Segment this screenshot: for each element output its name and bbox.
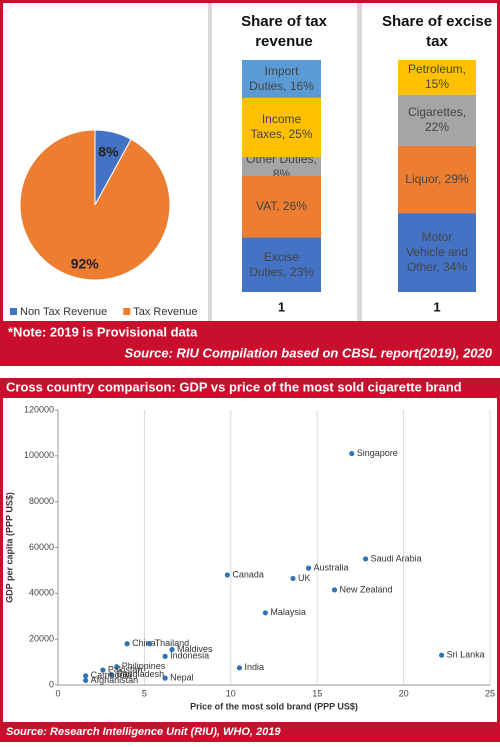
point bbox=[162, 675, 168, 681]
point bbox=[262, 610, 268, 616]
y-tick-label: 0 bbox=[49, 679, 54, 689]
source: Source: RIU Compilation based on CBSL re… bbox=[125, 345, 493, 360]
x-tick-label: 15 bbox=[312, 688, 322, 698]
bar-segment bbox=[242, 157, 321, 176]
legend-swatch bbox=[123, 308, 131, 315]
scatter-source: Source: Research Intelligence Unit (RIU)… bbox=[6, 726, 281, 738]
point bbox=[100, 667, 106, 673]
bar-segment bbox=[242, 176, 321, 238]
point-label: Malaysia bbox=[270, 607, 306, 617]
point bbox=[114, 664, 120, 670]
y-tick-label: 80000 bbox=[29, 496, 54, 506]
scatter-title: Cross country comparison: GDP vs price o… bbox=[6, 379, 462, 394]
point bbox=[290, 575, 296, 582]
y-tick-label: 40000 bbox=[29, 588, 54, 598]
point bbox=[331, 587, 338, 593]
segment-label-box: VAT, 26% bbox=[256, 199, 307, 214]
point-label: Thailand bbox=[155, 638, 190, 648]
pie-slice bbox=[19, 129, 171, 281]
point-label: India bbox=[244, 662, 264, 672]
segment-label-box: Motor Vehicle and Other, 34% bbox=[405, 230, 469, 275]
point bbox=[83, 673, 89, 679]
point-label: Sri Lanka bbox=[447, 650, 485, 660]
segment-label: Liquor, 29% bbox=[405, 171, 469, 186]
x-axis-label: Price of the most sold brand (PPP US$) bbox=[190, 701, 358, 711]
y-tick-label: 120000 bbox=[24, 404, 54, 414]
bar-segment bbox=[398, 145, 476, 214]
bar-segment bbox=[398, 213, 476, 292]
point-label: Singapore bbox=[357, 448, 398, 458]
point-label: Pakistan bbox=[108, 664, 143, 674]
point-label: UK bbox=[298, 573, 311, 583]
point bbox=[362, 556, 369, 562]
segment-label-box: Petroleum, 15% bbox=[407, 62, 467, 92]
point bbox=[162, 653, 168, 659]
point bbox=[169, 646, 175, 653]
chart-title: Share of tax revenue bbox=[241, 13, 328, 50]
slice-label: 8% bbox=[98, 143, 119, 159]
y-tick-label: 100000 bbox=[24, 450, 54, 460]
bar-segment bbox=[398, 94, 476, 146]
point-label: Australia bbox=[314, 563, 349, 573]
segment-label-box: Cigarettes, 22% bbox=[407, 105, 467, 135]
point bbox=[439, 652, 445, 658]
x-tick-label: 25 bbox=[485, 688, 495, 698]
x-tick-label: 5 bbox=[142, 688, 147, 698]
point bbox=[124, 641, 130, 647]
note: *Note: 2019 is Provisional data bbox=[8, 324, 198, 339]
segment-label: Cigarettes, 22% bbox=[407, 105, 467, 135]
point bbox=[349, 450, 355, 457]
segment-label: Motor Vehicle and Other, 34% bbox=[405, 230, 469, 275]
segment-label: Other Duties, 8% bbox=[246, 157, 317, 176]
point bbox=[305, 565, 312, 571]
point-label: Nepal bbox=[170, 673, 194, 683]
category-label: 1 bbox=[433, 299, 440, 314]
bar-segment bbox=[242, 97, 321, 158]
point-label: Philippines bbox=[122, 661, 166, 671]
segment-label-box: Liquor, 29% bbox=[405, 171, 469, 186]
bar-segment bbox=[242, 237, 321, 292]
chart-title: Share of excise tax bbox=[382, 13, 492, 50]
segment-label: Income Taxes, 25% bbox=[250, 112, 313, 142]
point-label: Maldives bbox=[177, 644, 213, 654]
segment-label-box: Income Taxes, 25% bbox=[250, 112, 313, 142]
point bbox=[236, 665, 243, 671]
x-tick-label: 0 bbox=[55, 688, 60, 698]
segment-label: Excise Duties, 23% bbox=[249, 249, 314, 279]
point bbox=[146, 641, 153, 647]
bar-segment bbox=[242, 60, 321, 98]
point-label: Cambodia bbox=[91, 670, 132, 680]
point bbox=[83, 677, 89, 684]
segment-label: VAT, 26% bbox=[256, 199, 307, 214]
point bbox=[108, 672, 115, 678]
legend-label: Tax Revenue bbox=[133, 306, 197, 318]
x-tick-label: 10 bbox=[226, 688, 236, 698]
slice-label: 92% bbox=[71, 256, 100, 272]
segment-label-box: Import Duties, 16% bbox=[249, 63, 314, 93]
legend-swatch bbox=[10, 308, 17, 315]
plot-panel bbox=[3, 398, 497, 722]
y-tick-label: 60000 bbox=[29, 542, 54, 552]
segment-label: Import Duties, 16% bbox=[249, 63, 314, 93]
legend-label: Non Tax Revenue bbox=[20, 306, 107, 318]
x-tick-label: 20 bbox=[399, 688, 409, 698]
point-label: Saudi Arabia bbox=[371, 553, 422, 563]
category-label: 1 bbox=[278, 299, 285, 314]
point-label: Canada bbox=[232, 569, 264, 579]
segment-label: Petroleum, 15% bbox=[407, 62, 467, 92]
segment-label-box: Excise Duties, 23% bbox=[249, 249, 314, 279]
point-label: Afghanistan bbox=[91, 675, 139, 685]
point bbox=[224, 572, 230, 578]
point-label: New Zealand bbox=[339, 584, 392, 594]
segment-label-box: Other Duties, 8% bbox=[246, 157, 317, 176]
point-label: China bbox=[132, 638, 156, 648]
point-label: Bangladesh bbox=[117, 669, 165, 679]
bar-segment bbox=[398, 60, 476, 95]
y-tick-label: 20000 bbox=[29, 634, 54, 644]
point-label: Indonesia bbox=[170, 651, 209, 661]
y-axis-label: GDP per capita (PPP US$) bbox=[4, 492, 14, 603]
